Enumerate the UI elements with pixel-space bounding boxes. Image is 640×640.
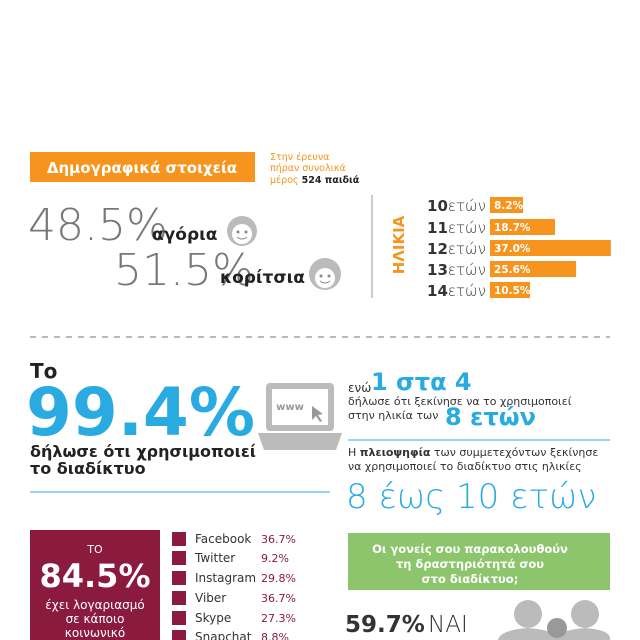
age-label: 10ετών — [427, 197, 486, 215]
network-percent: 29.8% — [261, 572, 296, 585]
age-range: 8 έως 10 ετών — [346, 477, 596, 517]
age-number: 14 — [427, 282, 448, 300]
age-value: 8.2% — [494, 200, 524, 212]
note: μέρος — [270, 175, 299, 186]
question: Οι γονείς σου παρακολουθούν — [372, 542, 568, 556]
network-icon — [172, 571, 186, 585]
age-number: 11 — [427, 219, 448, 237]
section-title: Δημογραφικά στοιχεία — [47, 159, 237, 177]
family-icon — [498, 600, 611, 640]
age-label: 14ετών — [427, 282, 486, 300]
title-box — [30, 152, 255, 182]
age-bar — [490, 219, 556, 235]
majority-text: Η πλειοψηφία των συμμετεχόντων ξεκίνησε — [348, 446, 598, 459]
social-text: κοινωνικό — [65, 626, 125, 640]
social-text: έχει λογαριασμό — [45, 598, 144, 612]
majority-word: πλειοψηφία — [360, 446, 431, 459]
age-bar — [490, 240, 611, 256]
age-number: 12 — [427, 240, 448, 258]
network-percent: 27.3% — [261, 612, 296, 625]
network-percent: 9.2% — [261, 552, 289, 565]
age-bar — [490, 197, 524, 213]
age-bar — [490, 261, 577, 277]
note: Στην έρευνα — [270, 152, 329, 163]
age-label: 13ετών — [427, 261, 486, 279]
age-bar — [490, 282, 531, 298]
majority-text: Η — [348, 446, 356, 459]
girl-icon — [309, 258, 341, 290]
icon-text: www — [276, 402, 304, 413]
note: μέρος 524 παιδιά — [270, 175, 360, 186]
laptop-icon: www — [258, 383, 342, 450]
network-name: Viber — [195, 591, 226, 605]
network-icon — [172, 611, 186, 625]
age-unit: ετών — [448, 240, 486, 258]
age-number: 13 — [427, 261, 448, 279]
network-percent: 36.7% — [261, 592, 296, 605]
age-unit: ετών — [448, 219, 486, 237]
majority-text: των συμμετεχόντων ξεκίνησε — [434, 446, 598, 459]
age-number: 10 — [427, 197, 448, 215]
age-value: 25.6% — [494, 264, 531, 276]
network-icon — [172, 591, 186, 605]
network-icon — [172, 532, 186, 546]
question: στο διαδίκτυο; — [422, 572, 519, 586]
internet-text: δήλωσε ότι χρησιμοποιεί — [30, 442, 256, 461]
question: τη δραστηριότητά σου — [396, 557, 544, 571]
start-text: στην ηλικία των — [348, 409, 438, 422]
age-value: 37.0% — [494, 243, 531, 255]
age-label: 11ετών — [427, 219, 486, 237]
intro: Το — [30, 359, 57, 383]
question-box — [348, 533, 610, 590]
start-age: 8 ετών — [445, 403, 536, 431]
internet-percent: 99.4% — [26, 374, 255, 451]
note-count: 524 παιδιά — [302, 175, 360, 186]
social-box — [30, 530, 160, 640]
age-unit: ετών — [448, 197, 486, 215]
social-percent: 84.5% — [39, 557, 150, 595]
while: ενώ — [348, 381, 371, 395]
majority-text: να χρησιμοποιεί το διαδίκτυο στις ηλικίε… — [348, 460, 582, 473]
internet-text: το διαδίκτυο — [30, 459, 146, 478]
network-name: Instagram — [195, 571, 256, 585]
age-unit: ετών — [448, 261, 486, 279]
network-percent: 8.8% — [261, 631, 289, 640]
age-title: ΗΛΙΚΙΑ — [390, 215, 408, 274]
social-intro: ΤΟ — [86, 543, 103, 556]
network-percent: 36.7% — [261, 533, 296, 546]
girls-label: κορίτσια — [220, 268, 305, 288]
network-name: Skype — [195, 611, 231, 625]
girls-percent: 51.5% — [114, 245, 254, 296]
network-name: Snapchat — [195, 630, 252, 640]
yes-percent: 59.7% — [345, 612, 425, 638]
network-list: Facebook 36.7% Twitter 9.2% Instagram 29.8% Vi… — [172, 532, 296, 640]
yes-label: ΝΑΙ — [428, 612, 468, 638]
network-icon — [172, 630, 186, 640]
note: πήραν συνολικά — [270, 163, 346, 174]
boys-percent: 48.5% — [28, 200, 168, 251]
age-unit: ετών — [448, 282, 486, 300]
age-label: 12ετών — [427, 240, 486, 258]
network-icon — [172, 551, 186, 565]
boys-label: αγόρια — [152, 225, 217, 245]
age-chart: 10ετών 8.2%11ετών 18.7%12ετών 37.0%13ετών 25… — [427, 197, 611, 300]
ratio: 1 στα 4 — [371, 368, 472, 396]
social-text: σε κάποιο — [66, 612, 125, 626]
boy-icon — [227, 216, 257, 246]
network-name: Facebook — [195, 532, 251, 546]
age-value: 18.7% — [494, 222, 531, 234]
age-value: 10.5% — [494, 285, 531, 297]
start-text: δήλωσε ότι ξεκίνησε να το χρησιμοποιεί — [348, 395, 572, 408]
network-name: Twitter — [194, 551, 235, 565]
